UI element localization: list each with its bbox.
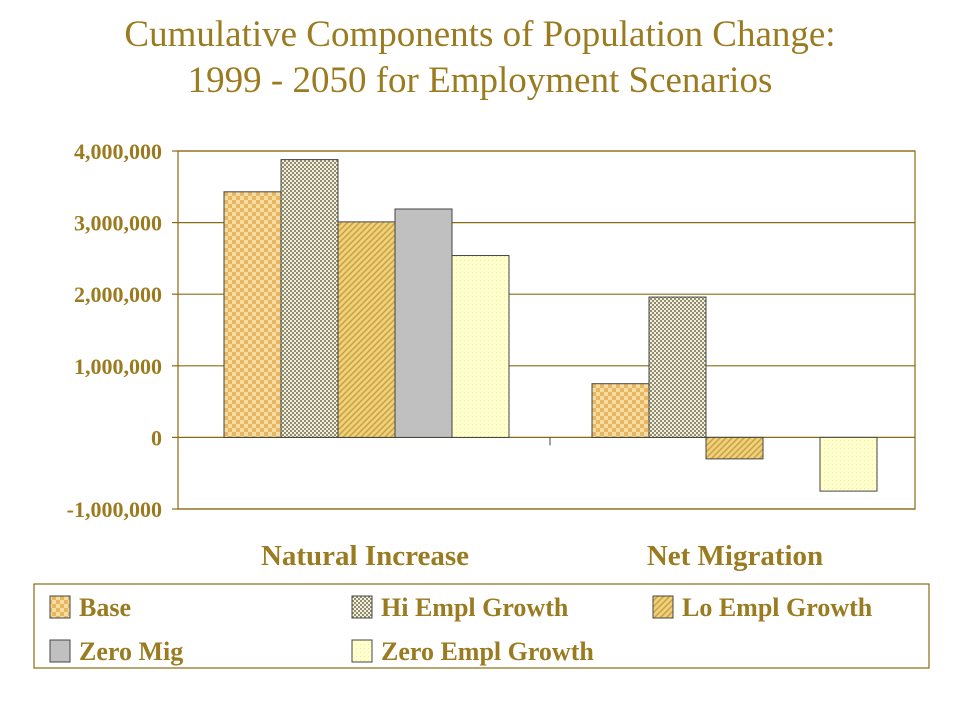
legend-swatch xyxy=(652,595,674,619)
legend-label: Zero Mig xyxy=(79,637,183,666)
legend-label: Zero Empl Growth xyxy=(381,637,594,666)
legend-swatch xyxy=(351,639,373,663)
axes xyxy=(172,150,916,510)
y-tick-label: 1,000,000 xyxy=(74,354,162,379)
bar-base-net-migration xyxy=(591,383,650,438)
bars xyxy=(223,159,878,492)
y-tick-label: 4,000,000 xyxy=(74,139,162,164)
legend-label: Lo Empl Growth xyxy=(682,593,873,622)
bar-lo-empl-growth-net-migration xyxy=(705,436,764,460)
legend-box xyxy=(33,583,930,669)
y-tick-label: -1,000,000 xyxy=(67,497,162,522)
y-tick-label: 3,000,000 xyxy=(74,211,162,236)
legend-label: Hi Empl Growth xyxy=(381,593,569,622)
plot-area-border xyxy=(177,150,916,510)
bar-lo-empl-growth-natural-increase xyxy=(337,221,396,438)
chart-title: Cumulative Components of Population Chan… xyxy=(0,12,960,104)
chart-title-line-2: 1999 - 2050 for Employment Scenarios xyxy=(187,60,773,101)
tick-labels: 4,000,000 3,000,000 2,000,000 1,000,000 0 -1,… xyxy=(67,139,824,572)
legend-swatch xyxy=(49,595,71,619)
y-tick-label: 2,000,000 xyxy=(74,282,162,307)
bar-hi-empl-growth-net-migration xyxy=(648,296,707,438)
legend-swatch xyxy=(351,595,373,619)
legend: Base Hi Empl Growth Lo Empl Growth Zero Mig… xyxy=(33,583,930,669)
bar-hi-empl-growth-natural-increase xyxy=(280,159,339,438)
bar-zero-empl-growth-net-migration xyxy=(819,436,878,492)
bar-zero-empl-growth-natural-increase xyxy=(451,255,510,438)
legend-label: Base xyxy=(79,593,131,622)
x-category-label: Natural Increase xyxy=(261,540,469,572)
chart-title-line-1: Cumulative Components of Population Chan… xyxy=(124,14,836,55)
bar-zero-mig-natural-increase xyxy=(394,208,453,438)
legend-swatch xyxy=(49,639,71,663)
x-category-label: Net Migration xyxy=(647,540,823,572)
bar-base-natural-increase xyxy=(223,191,282,438)
y-tick-label: 0 xyxy=(151,425,162,450)
